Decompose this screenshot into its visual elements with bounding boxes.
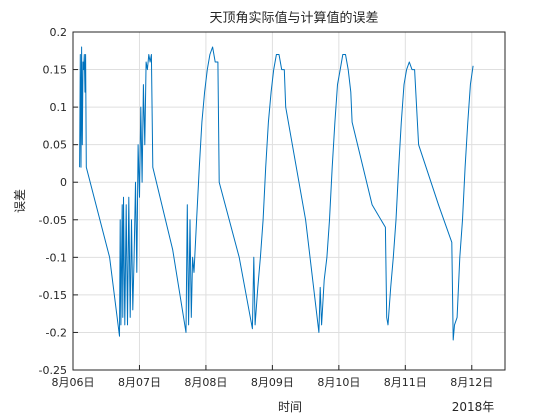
y-tick-label: -0.2: [46, 326, 67, 339]
x-secondary-label: 2018年: [452, 400, 495, 414]
y-tick-label: 0.15: [43, 64, 68, 77]
y-tick-label: 0.1: [50, 101, 68, 114]
x-tick-label: 8月07日: [118, 376, 161, 389]
x-tick-label: 8月12日: [450, 376, 493, 389]
x-axis-label: 时间: [278, 400, 302, 414]
x-tick-label: 8月10日: [317, 376, 360, 389]
y-tick-label: -0.1: [46, 251, 67, 264]
series-line: [79, 46, 474, 341]
x-tick-label: 8月08日: [184, 376, 227, 389]
y-tick-label: -0.05: [39, 214, 67, 227]
x-tick-label: 8月11日: [384, 376, 427, 389]
chart-title: 天顶角实际值与计算值的误差: [209, 10, 378, 26]
y-tick-label: -0.25: [39, 364, 67, 377]
y-axis-label: 误差: [13, 189, 27, 213]
y-tick-label: 0.05: [43, 139, 68, 152]
axes: -0.25 -0.2 -0.15 -0.1 -0.05 0 0.05 0.1 0.15 0.2 8月…: [39, 26, 494, 389]
x-tick-label: 8月06日: [52, 376, 95, 389]
y-tick-label: 0.2: [50, 26, 68, 39]
plot-box: [72, 31, 506, 371]
y-tick-label: 0: [60, 176, 67, 189]
series-layer: [79, 46, 474, 341]
y-tick-label: -0.15: [39, 289, 67, 302]
x-tick-label: 8月09日: [251, 376, 294, 389]
